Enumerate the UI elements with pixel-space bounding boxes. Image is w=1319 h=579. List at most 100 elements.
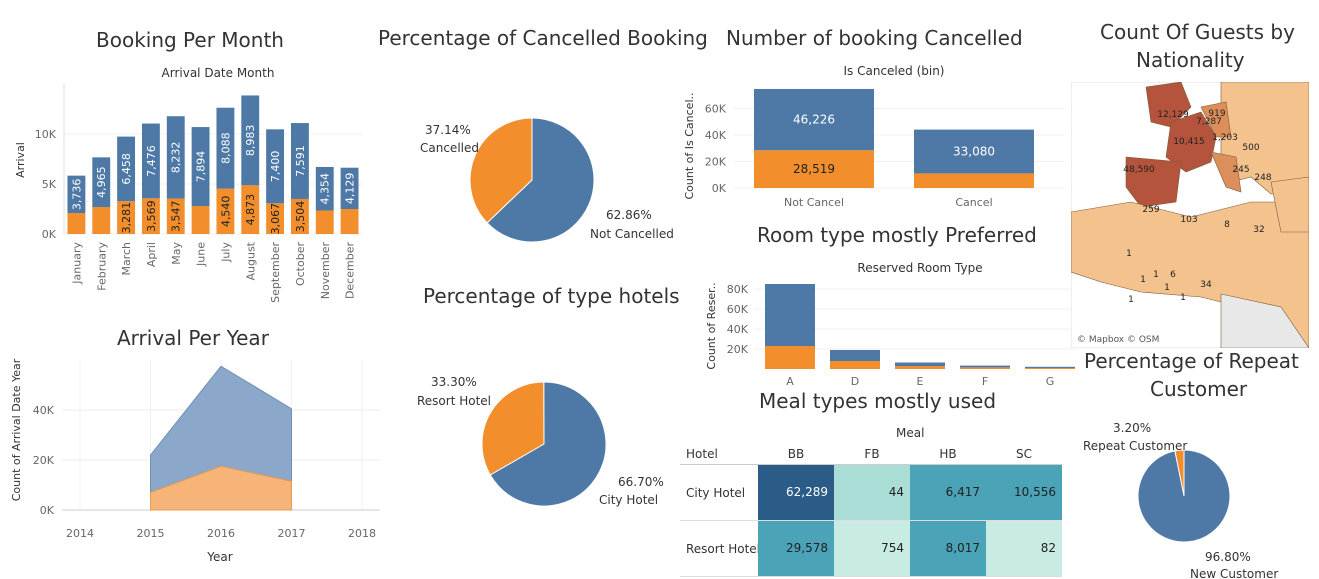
booking-per-month-title: Booking Per Month [96, 28, 284, 52]
map-region-mideast [1270, 176, 1309, 233]
map-country-label: 1 [1128, 295, 1134, 305]
room-type-title: Room type mostly Preferred [757, 223, 1037, 247]
meal-col-header: BB [787, 447, 805, 461]
apy-xtick: 2018 [348, 527, 376, 540]
pie1-label: Cancelled [420, 141, 479, 155]
bpm-bar-cancelled [315, 210, 334, 234]
pie2-pct: 66.70% [618, 475, 664, 489]
bpm-data-label: 7,894 [195, 151, 208, 183]
map-country-label: 1 [1126, 249, 1132, 259]
meal-row-header: Hotel [686, 447, 718, 461]
bpm-data-label: 6,458 [120, 153, 133, 185]
nationality-title-1: Count Of Guests by [1100, 20, 1295, 44]
meal-cell: 29,578 [758, 521, 834, 576]
map-credit: © Mapbox © OSM [1077, 335, 1159, 345]
pie2-slice [489, 381, 607, 507]
pct-cancelled-title: Percentage of Cancelled Booking [378, 26, 708, 50]
bpm-data-label: 8,983 [244, 125, 257, 157]
bpm-data-label: 3,547 [170, 201, 183, 233]
pie1-slice [486, 117, 595, 243]
bpm-ytick: 0K [42, 228, 57, 241]
nationality-title-2: Nationality [1136, 48, 1245, 72]
meal-col-header: SC [1016, 447, 1032, 461]
bpm-bar-not-cancelled [191, 127, 210, 206]
apy-ylabel: Count of Arrival Date Year [10, 358, 23, 501]
bpm-bar-not-cancelled [241, 95, 260, 186]
bpm-bar-cancelled [92, 207, 111, 234]
bpm-xtick: March [120, 242, 133, 276]
meal-cell: 10,556 [986, 465, 1062, 520]
bpm-ylabel: Arrival [14, 142, 27, 178]
pie3-pct: 96.80% [1205, 550, 1251, 564]
ncc-header: Is Canceled (bin) [844, 64, 945, 78]
pie2-slice [481, 381, 545, 476]
ncc-data-label: 33,080 [953, 145, 995, 159]
rtc-bar-top [765, 284, 815, 346]
bpm-xtick: June [195, 242, 208, 267]
bpm-bar-not-cancelled [67, 175, 86, 213]
bpm-data-label: 4,129 [344, 173, 357, 205]
rtc-bar-bottom [765, 346, 815, 369]
bpm-data-label: 4,873 [244, 194, 257, 226]
bpm-bar-not-cancelled [141, 123, 160, 199]
pct-hotels-title: Percentage of type hotels [423, 284, 680, 308]
repeat-title-2: Customer [1150, 377, 1248, 401]
ncc-bar-top [914, 129, 1034, 174]
meal-cell: 62,289 [758, 465, 834, 520]
apy-xtick: 2017 [278, 527, 306, 540]
ncc-ytick: 40K [705, 129, 727, 142]
rtc-bar-top [895, 362, 945, 366]
bpm-xtick: April [145, 242, 158, 267]
bpm-bar-not-cancelled [92, 157, 111, 207]
ncc-ylabel: Count of Is Cancel.. [683, 93, 696, 200]
bpm-ytick: 10K [35, 128, 57, 141]
bpm-bar-not-cancelled [266, 129, 285, 204]
bpm-data-label: 8,088 [219, 132, 232, 164]
map-country-label: 12,129 [1157, 110, 1189, 120]
map-country-label: 1 [1140, 275, 1146, 285]
rtc-xtick: F [982, 375, 988, 388]
ncc-bar-bottom [754, 150, 874, 188]
pie2-label: Resort Hotel [417, 394, 491, 408]
rtc-bar-bottom [1025, 368, 1075, 369]
map-country-label: 10,415 [1173, 137, 1205, 147]
map-country-label: 1,203 [1212, 133, 1238, 143]
meal-row-label: City Hotel [686, 486, 746, 500]
map-country-label: 500 [1242, 143, 1259, 153]
bpm-xtick: September [269, 242, 282, 303]
meal-col-header: HB [939, 447, 957, 461]
rtc-bar-top [960, 365, 1010, 368]
apy-xtick: 2014 [66, 527, 94, 540]
rtc-ylabel: Count of Reser.. [705, 282, 718, 369]
bpm-xtick: May [170, 242, 183, 265]
bpm-xtick: August [244, 241, 257, 280]
map-region-germany [1200, 101, 1232, 138]
bpm-data-label: 3,067 [269, 203, 282, 235]
pie1-pct: 37.14% [425, 123, 471, 137]
apy-xtick: 2016 [207, 527, 235, 540]
rtc-xtick: A [786, 375, 794, 388]
meal-cell: 754 [834, 521, 910, 576]
bpm-xtick: July [219, 242, 232, 263]
map-region-africa [1071, 201, 1309, 348]
map-country-label: 7,287 [1196, 117, 1222, 127]
bpm-bar-cancelled [241, 185, 260, 234]
bpm-data-label: 4,354 [319, 173, 332, 205]
bpm-ytick: 5K [42, 178, 57, 191]
ncc-ytick: 0K [712, 182, 727, 195]
bpm-bar-cancelled [67, 213, 86, 234]
pie2-pct: 33.30% [431, 375, 477, 389]
bpm-bar-not-cancelled [290, 123, 309, 199]
rtc-xtick: D [851, 375, 859, 388]
bpm-data-label: 4,540 [219, 196, 232, 228]
meal-row: City Hotel 62,289 44 6,417 10,556 [680, 465, 1062, 521]
repeat-title-1: Percentage of Repeat [1084, 349, 1299, 373]
bpm-xtick: February [95, 242, 108, 291]
meal-header: Meal [896, 426, 925, 440]
bpm-bar-not-cancelled [216, 107, 235, 189]
map-country-label: 1 [1153, 270, 1159, 280]
pie3-slice [1137, 449, 1231, 543]
rtc-bar-top [1025, 366, 1075, 368]
pie3-pct: 3.20% [1113, 421, 1151, 435]
